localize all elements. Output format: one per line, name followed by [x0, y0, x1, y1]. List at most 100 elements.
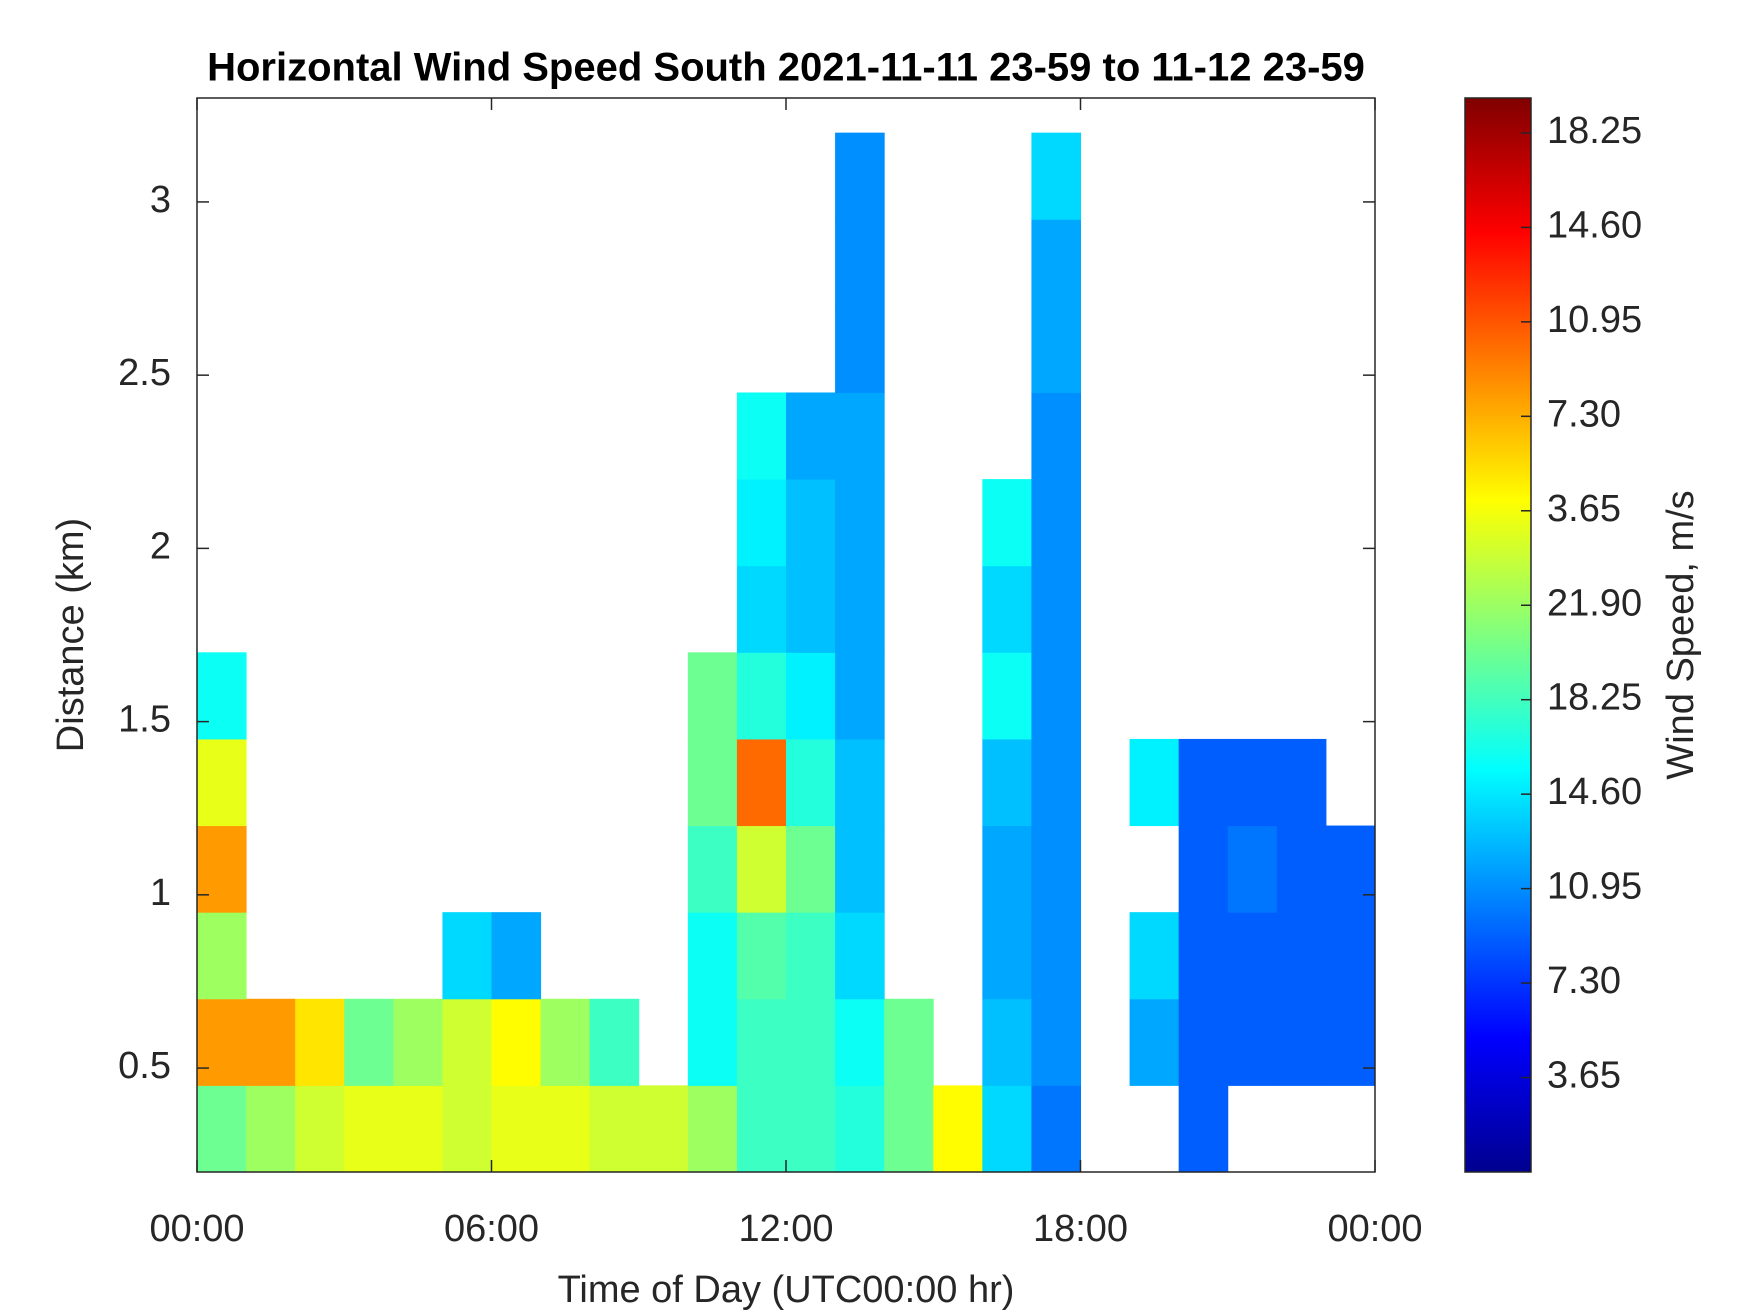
heatmap-cell: [835, 1085, 885, 1173]
colorbar-tick-label: 10.95: [1547, 866, 1642, 908]
heatmap-cell: [540, 998, 591, 1086]
heatmap-cell: [491, 1085, 542, 1173]
colorbar-tick-label: 18.25: [1547, 110, 1642, 152]
heatmap-cell: [344, 998, 394, 1086]
heatmap-cell: [786, 1085, 836, 1173]
heatmap-cell: [1031, 738, 1081, 827]
heatmap-cell: [687, 1085, 738, 1173]
heatmap-cell: [1129, 738, 1180, 827]
heatmap-cell: [982, 738, 1032, 827]
heatmap-cell: [933, 1085, 983, 1173]
heatmap-cell: [884, 1085, 934, 1173]
heatmap-cell: [982, 565, 1032, 653]
heatmap-cell: [786, 825, 836, 913]
heatmap-cell: [835, 998, 885, 1086]
heatmap-cell: [442, 912, 492, 1000]
heatmap-cell: [687, 825, 738, 913]
heatmap-cell: [1031, 998, 1081, 1086]
heatmap-cell: [1129, 912, 1180, 1000]
heatmap-cell: [1227, 912, 1278, 1000]
heatmap-cell: [1031, 219, 1081, 307]
heatmap-cell: [1031, 912, 1081, 1000]
heatmap-cell: [295, 1085, 345, 1173]
heatmap-cell: [736, 738, 787, 827]
heatmap-cell: [1031, 1085, 1081, 1173]
x-tick-label: 00:00: [1327, 1208, 1422, 1250]
x-axis-label: Time of Day (UTC00:00 hr): [558, 1269, 1015, 1311]
heatmap-cell: [589, 1085, 640, 1173]
heatmap-cell: [442, 1085, 492, 1173]
y-tick-label: 2.5: [118, 352, 171, 394]
y-tick-label: 2: [150, 525, 171, 567]
heatmap-cell: [786, 912, 836, 1000]
heatmap-cell: [736, 998, 787, 1086]
colorbar-tick-label: 3.65: [1547, 488, 1621, 530]
x-tick-label: 00:00: [149, 1208, 244, 1250]
colorbar-tick-label: 14.60: [1547, 204, 1642, 246]
heatmap-cell: [982, 1085, 1032, 1173]
heatmap-cell: [197, 652, 247, 740]
heatmap-cell: [1227, 825, 1278, 913]
colorbar-tick-label: 3.65: [1547, 1055, 1621, 1097]
heatmap-cell: [1227, 998, 1278, 1086]
heatmap-cell: [982, 479, 1032, 567]
heatmap-cell: [1276, 998, 1327, 1086]
heatmap-cell: [835, 652, 885, 740]
colorbar-tick-label: 14.60: [1547, 771, 1642, 813]
heatmap-cell: [736, 825, 787, 913]
heatmap-cell: [197, 1085, 247, 1173]
heatmap-cell: [835, 392, 885, 480]
heatmap-cell: [295, 998, 345, 1086]
y-tick-label: 1: [150, 872, 171, 914]
heatmap-cell: [982, 652, 1032, 740]
colorbar: [1464, 97, 1532, 1173]
chart-title: Horizontal Wind Speed South 2021-11-11 2…: [207, 46, 1365, 90]
heatmap-cell: [982, 825, 1032, 913]
y-axis-label: Distance (km): [50, 518, 92, 752]
heatmap-cell: [982, 998, 1032, 1086]
heatmap-cell: [835, 738, 885, 827]
heatmap-cell: [736, 392, 787, 480]
colorbar-label: Wind Speed, m/s: [1660, 490, 1702, 779]
heatmap-cell: [736, 565, 787, 653]
y-tick-label: 0.5: [118, 1045, 171, 1087]
heatmap-cell: [786, 392, 836, 480]
heatmap-cell: [1031, 392, 1081, 480]
heatmap-cell: [1031, 565, 1081, 653]
heatmap-cell: [1129, 998, 1180, 1086]
heatmap-cell: [344, 1085, 394, 1173]
heatmap-cell: [835, 219, 885, 307]
heatmap-cell: [393, 1085, 443, 1173]
heatmap-cell: [835, 132, 885, 220]
heatmap-cell: [835, 479, 885, 567]
heatmap-cell: [1031, 479, 1081, 567]
heatmap-cell: [1178, 1085, 1229, 1173]
y-tick-label: 3: [150, 179, 171, 221]
heatmap-cell: [1178, 738, 1229, 827]
heatmap-cell: [638, 1085, 689, 1173]
heatmap-cell: [1276, 825, 1327, 913]
heatmap-cell: [786, 479, 836, 567]
heatmap-cell: [982, 912, 1032, 1000]
heatmap-cell: [1178, 825, 1229, 913]
colorbar-tick-label: 7.30: [1547, 960, 1621, 1002]
x-tick-label: 18:00: [1033, 1208, 1128, 1250]
colorbar-tick-label: 18.25: [1547, 677, 1642, 719]
heatmap-cell: [835, 305, 885, 393]
heatmap-cell: [786, 738, 836, 827]
heatmap-cell: [835, 825, 885, 913]
colorbar-tick-label: 10.95: [1547, 299, 1642, 341]
y-tick-label: 1.5: [118, 699, 171, 741]
heatmap-cell: [1325, 912, 1376, 1000]
heatmap-cell: [687, 998, 738, 1086]
heatmap-cell: [736, 1085, 787, 1173]
heatmap-cell: [1276, 912, 1327, 1000]
heatmap-cell: [491, 912, 542, 1000]
heatmap-cell: [1031, 652, 1081, 740]
heatmap-cell: [491, 998, 542, 1086]
heatmap-cell: [197, 738, 247, 827]
heatmap-cell: [1178, 912, 1229, 1000]
heatmap-cell: [835, 565, 885, 653]
heatmap-cell: [687, 738, 738, 827]
